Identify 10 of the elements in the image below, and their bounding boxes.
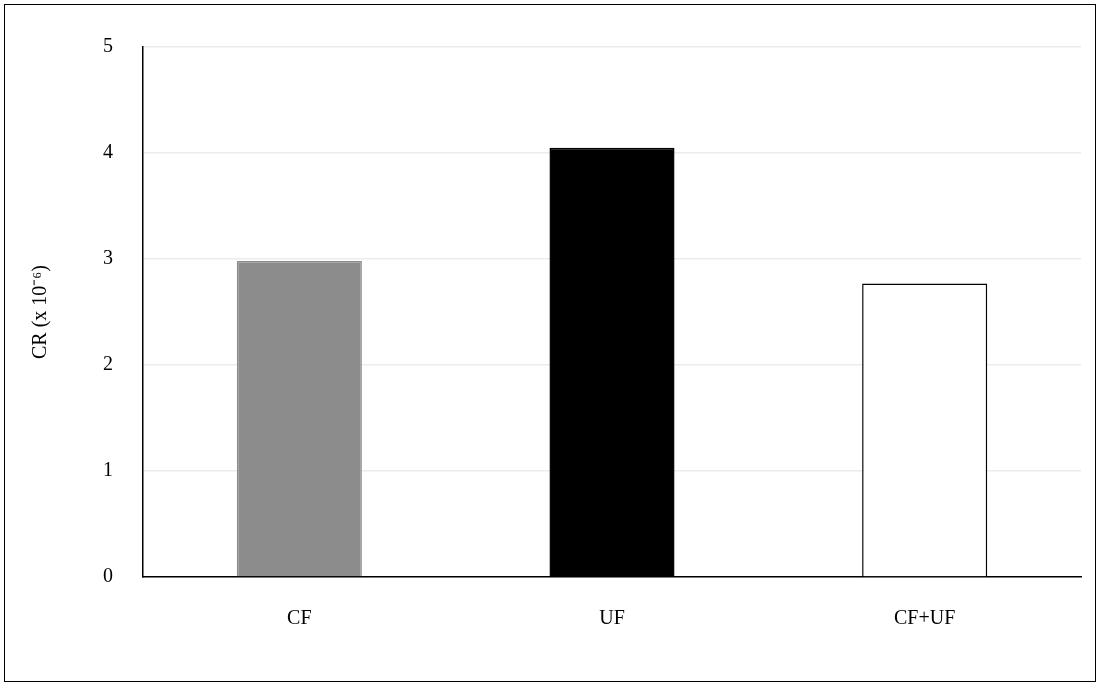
y-tick-label: 3 [103,246,113,269]
x-tick-label: CF [287,606,312,629]
y-axis-title: CR (x 10⁻⁶) [28,265,52,359]
x-tick-label: UF [599,606,625,629]
y-tick-label: 2 [103,352,113,375]
x-tick-label: CF+UF [894,606,956,629]
y-tick-label: 0 [103,564,113,587]
y-tick-label: 5 [103,34,113,57]
y-tick-label: 1 [103,458,113,481]
y-tick-label: 4 [103,140,113,163]
